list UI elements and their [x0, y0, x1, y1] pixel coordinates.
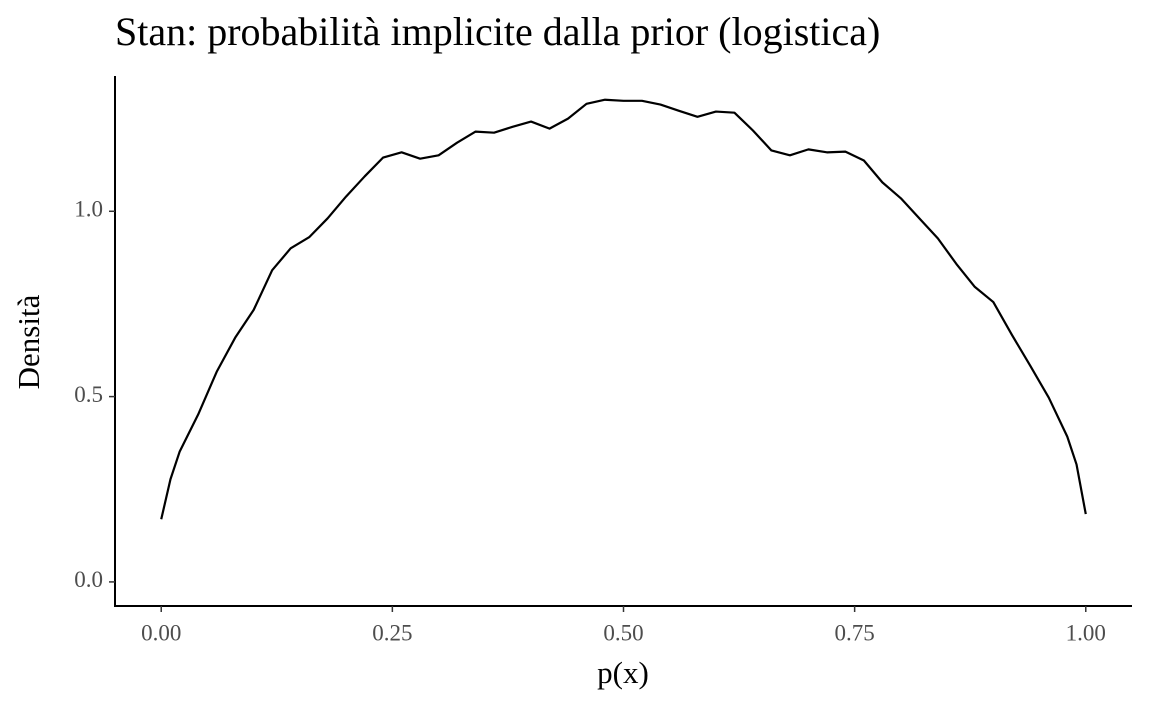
x-tick-label: 0.50: [603, 620, 643, 645]
density-line: [160, 98, 1087, 520]
x-tick-label: 0.25: [372, 620, 412, 645]
y-tick-label: 0.0: [74, 567, 103, 592]
y-axis-title: Densità: [11, 294, 46, 389]
y-tick-label: 0.5: [74, 382, 103, 407]
chart-title: Stan: probabilità implicite dalla prior …: [115, 9, 880, 54]
x-tick-label: 0.75: [835, 620, 875, 645]
x-tick-label: 0.00: [141, 620, 181, 645]
y-tick-label: 1.0: [74, 197, 103, 222]
x-axis-title: p(x): [597, 655, 649, 690]
x-tick-label: 1.00: [1066, 620, 1106, 645]
